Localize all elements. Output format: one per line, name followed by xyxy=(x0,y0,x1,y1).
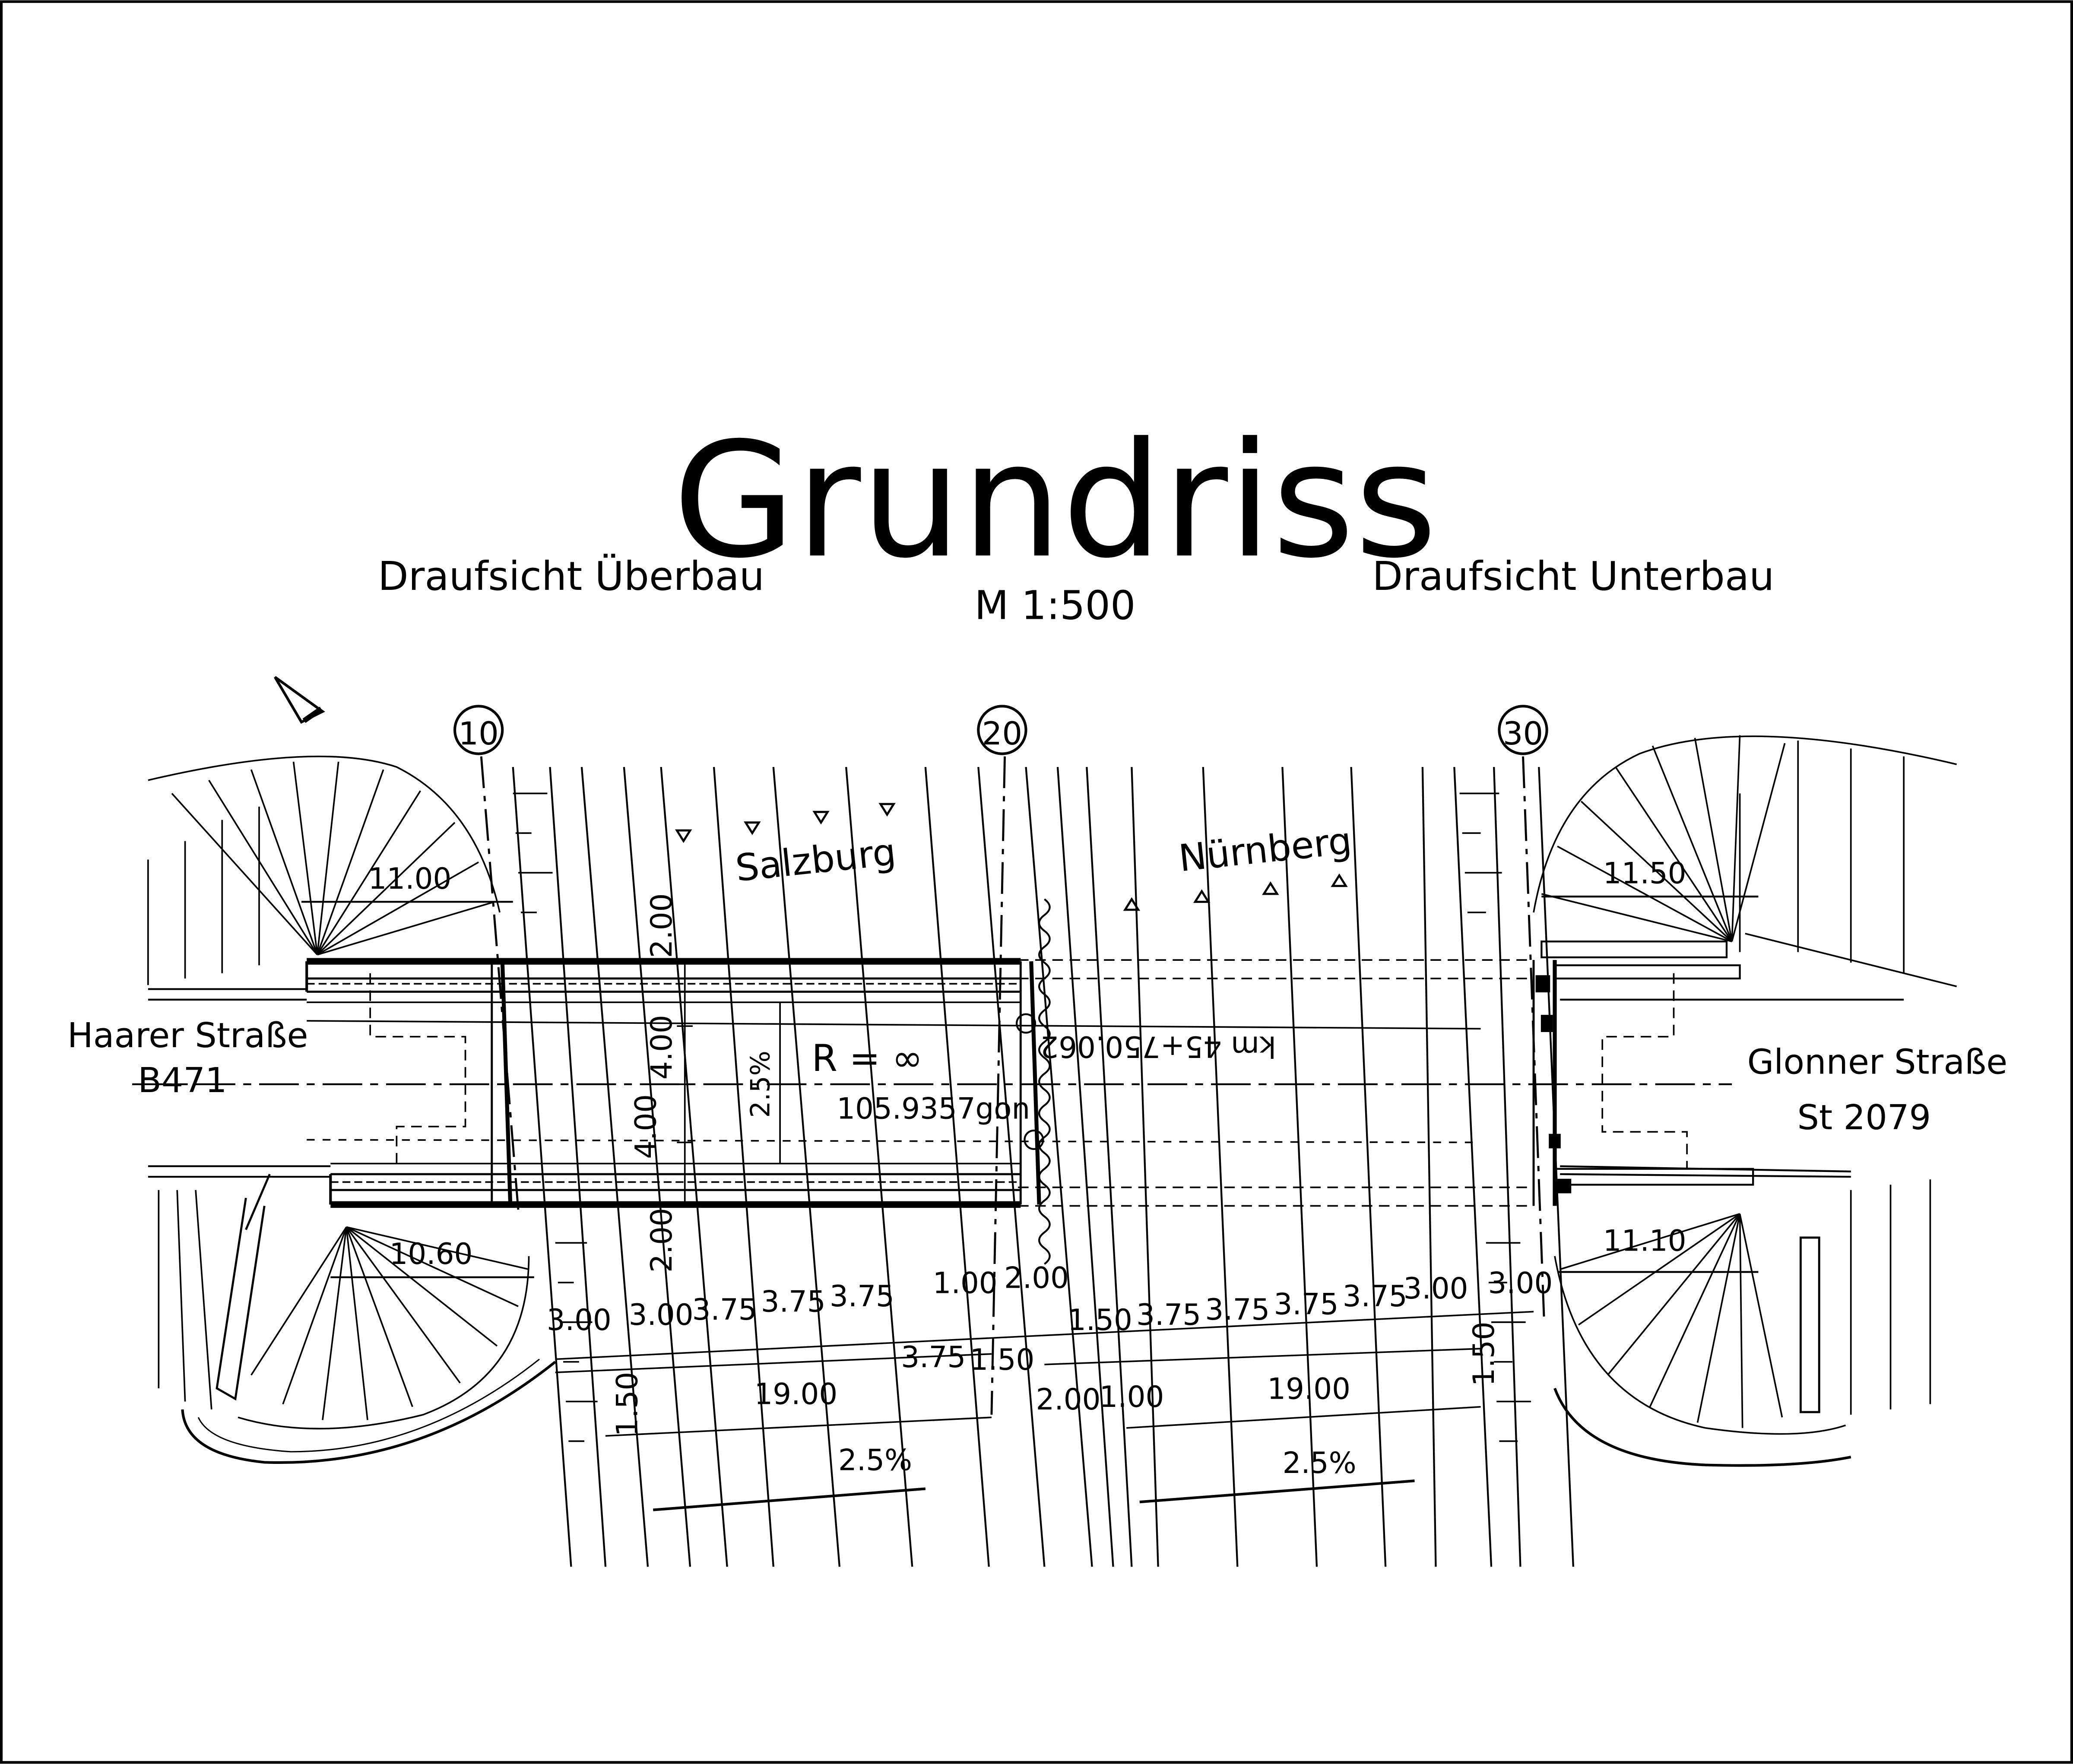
left-road-name: Haarer Straße xyxy=(67,1015,308,1055)
crossing-angle: 105.9357gon xyxy=(837,1091,1030,1125)
station-label: km 45+750.062 xyxy=(1040,1030,1276,1064)
alignment-radius: R = ∞ xyxy=(812,1037,923,1080)
axis-marker-30: 30 xyxy=(1498,705,1548,1322)
lane-dim-13: 3.00 xyxy=(1404,1271,1468,1305)
deck-dim-upper: 4.00 xyxy=(644,1015,678,1080)
lane-dim-16: 1.50 xyxy=(970,1343,1034,1377)
axis-marker-20: 20 xyxy=(977,705,1027,1415)
left-road-code: B471 xyxy=(138,1060,227,1100)
deck-dim-lower: 4.00 xyxy=(628,1094,662,1159)
lane-dim-20: 2.00 xyxy=(1036,1382,1101,1416)
lane-dim-6: 1.00 xyxy=(933,1266,998,1300)
crossfall-right: 2.5% xyxy=(1283,1446,1357,1480)
median-barrier xyxy=(1015,898,1051,1265)
lane-dim-9: 3.75 xyxy=(1136,1298,1201,1332)
lane-dim-10: 3.75 xyxy=(1205,1292,1270,1327)
lane-dim-1: 3.00 xyxy=(547,1303,612,1337)
substructure-outline xyxy=(369,959,1688,1207)
lane-dim-row1: 3.00 3.00 3.75 3.75 3.75 1.00 2.00 1.50 … xyxy=(547,1260,1553,1337)
wing-fan-bottom-right xyxy=(1553,1179,1931,1467)
lane-dim-lines xyxy=(555,1311,1534,1511)
lane-dim-2: 3.00 xyxy=(629,1298,694,1332)
shoulder-hatching-right xyxy=(1459,792,1531,1442)
bridge-deck xyxy=(305,958,1041,1208)
motorway-lanes xyxy=(512,766,1574,1567)
right-view-label: Draufsicht Unterbau xyxy=(1372,553,1774,599)
lane-dim-11: 3.75 xyxy=(1274,1287,1339,1321)
radius-bottom-left: 10.60 xyxy=(390,1237,473,1271)
wing-fan-bottom-left xyxy=(158,1190,556,1464)
direction-arrows-north xyxy=(1123,873,1348,911)
right-road-name: Glonner Straße xyxy=(1747,1042,2008,1082)
lane-dim-row2: 3.75 1.50 1.50 xyxy=(901,1321,1501,1386)
shoulder-hatching-left xyxy=(513,792,598,1442)
radius-top-left: 11.00 xyxy=(368,861,452,896)
lane-dim-5: 3.75 xyxy=(830,1279,894,1313)
lane-dim-15: 3.75 xyxy=(901,1340,966,1374)
axis-label-10: 10 xyxy=(458,716,498,752)
left-view-label: Draufsicht Überbau xyxy=(378,553,764,599)
lane-dim-22: 19.00 xyxy=(1267,1371,1350,1406)
left-wingwall xyxy=(216,1174,271,1401)
lane-dim-19: 19.00 xyxy=(754,1377,837,1411)
wing-fan-top-left xyxy=(147,755,513,985)
lane-dim-8: 1.50 xyxy=(1068,1303,1132,1337)
radius-bottom-right: 11.10 xyxy=(1603,1224,1686,1258)
lane-dim-14: 3.00 xyxy=(1488,1266,1553,1300)
lane-dim-17: 1.50 xyxy=(1467,1321,1501,1386)
deck-dim-top: 2.00 xyxy=(644,893,678,958)
drawing-scale: M 1:500 xyxy=(974,582,1135,628)
wing-fan-top-right xyxy=(1533,735,1957,988)
right-road-code: St 2079 xyxy=(1797,1097,1931,1137)
axis-label-30: 30 xyxy=(1503,716,1543,752)
lane-dim-21: 1.00 xyxy=(1099,1380,1164,1414)
lane-dim-18: 1.50 xyxy=(610,1372,644,1437)
deck-crossfall: 2.5% xyxy=(745,1051,776,1118)
radius-top-right: 11.50 xyxy=(1603,856,1686,890)
drawing-title: Grundriss xyxy=(673,408,1437,593)
lane-dim-row3: 1.50 19.00 2.00 1.00 19.00 xyxy=(610,1371,1350,1436)
deck-dim-bottom: 2.00 xyxy=(644,1208,678,1273)
direction-arrows-south xyxy=(675,803,896,843)
lane-dim-7: 2.00 xyxy=(1004,1260,1069,1295)
lane-dim-4: 3.75 xyxy=(761,1284,826,1318)
deck-dim-line xyxy=(677,960,781,1206)
lane-dim-12: 3.75 xyxy=(1343,1279,1407,1313)
crossfall-left: 2.5% xyxy=(838,1443,912,1477)
right-abutment xyxy=(1532,960,1754,1206)
lane-dim-3: 3.75 xyxy=(692,1292,757,1327)
north-arrow-icon xyxy=(274,676,325,724)
axis-label-20: 20 xyxy=(982,716,1022,752)
